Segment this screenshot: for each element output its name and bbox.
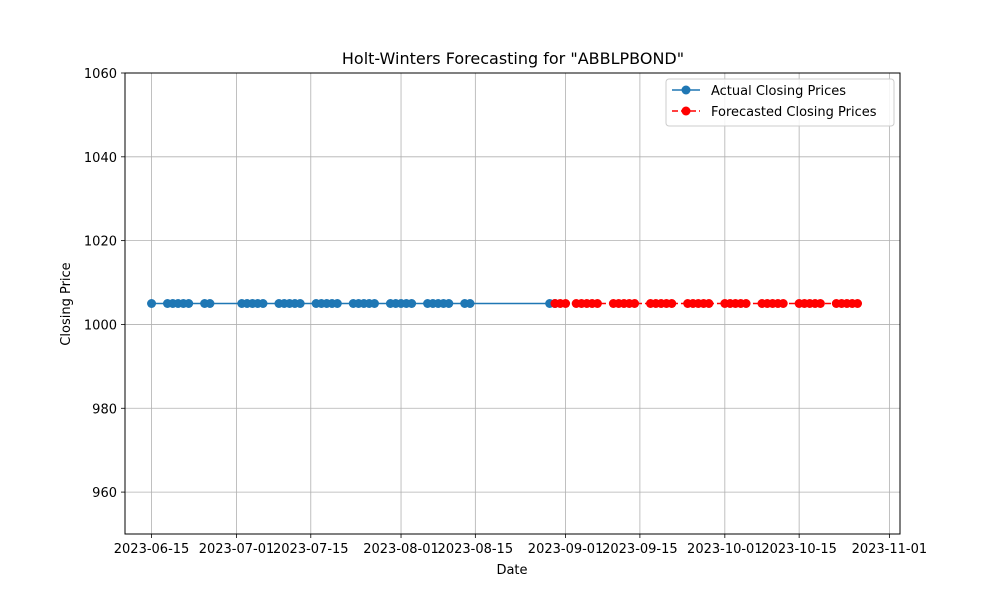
data-point-forecast — [704, 299, 714, 308]
data-point-actual — [369, 299, 379, 308]
y-axis: 960 980 1000 1020 1040 1060 — [84, 67, 125, 501]
series-forecast — [550, 299, 863, 308]
data-point-actual — [465, 299, 475, 308]
data-point-actual — [147, 299, 157, 308]
plot-frame — [124, 72, 901, 535]
legend-label-actual: Actual Closing Prices — [711, 84, 846, 99]
x-tick-label: 2023-09-15 — [602, 542, 678, 557]
x-tick-label: 2023-11-01 — [852, 542, 928, 557]
series-actual — [147, 299, 560, 308]
y-tick-label: 980 — [92, 402, 117, 417]
y-tick-label: 1040 — [84, 151, 117, 166]
data-point-actual — [295, 299, 305, 308]
data-point-actual — [205, 299, 215, 308]
y-tick-label: 1020 — [84, 235, 117, 250]
x-axis-label: Date — [496, 563, 527, 578]
data-point-actual — [332, 299, 342, 308]
x-tick-label: 2023-06-15 — [114, 542, 190, 557]
legend-box — [665, 78, 895, 127]
data-point-forecast — [741, 299, 751, 308]
x-tick-label: 2023-07-01 — [199, 542, 275, 557]
x-tick-label: 2023-10-01 — [687, 542, 763, 557]
data-point-actual — [258, 299, 268, 308]
data-point-forecast — [853, 299, 863, 308]
data-point-forecast — [561, 299, 571, 308]
data-point-forecast — [592, 299, 602, 308]
data-point-forecast — [815, 299, 825, 308]
y-tick-label: 960 — [92, 486, 117, 501]
data-point-forecast — [667, 299, 677, 308]
data-point-forecast — [778, 299, 788, 308]
data-point-forecast — [630, 299, 640, 308]
data-point-actual — [184, 299, 194, 308]
y-tick-label: 1060 — [84, 67, 117, 82]
x-tick-label: 2023-08-01 — [363, 542, 439, 557]
data-point-actual — [407, 299, 417, 308]
legend-label-forecast: Forecasted Closing Prices — [711, 105, 877, 120]
y-tick-label: 1000 — [84, 318, 117, 333]
x-tick-label: 2023-08-15 — [438, 542, 514, 557]
chart-title: Holt-Winters Forecasting for "ABBLPBOND" — [342, 49, 684, 68]
legend: Actual Closing Prices Forecasted Closing… — [665, 78, 895, 127]
x-tick-label: 2023-09-01 — [528, 542, 604, 557]
legend-marker-forecast — [681, 106, 691, 116]
y-axis-label: Closing Price — [59, 262, 74, 345]
series-layer — [147, 299, 863, 308]
legend-marker-actual — [681, 85, 691, 95]
x-tick-label: 2023-10-15 — [761, 542, 837, 557]
x-tick-label: 2023-07-15 — [273, 542, 349, 557]
data-point-actual — [444, 299, 454, 308]
